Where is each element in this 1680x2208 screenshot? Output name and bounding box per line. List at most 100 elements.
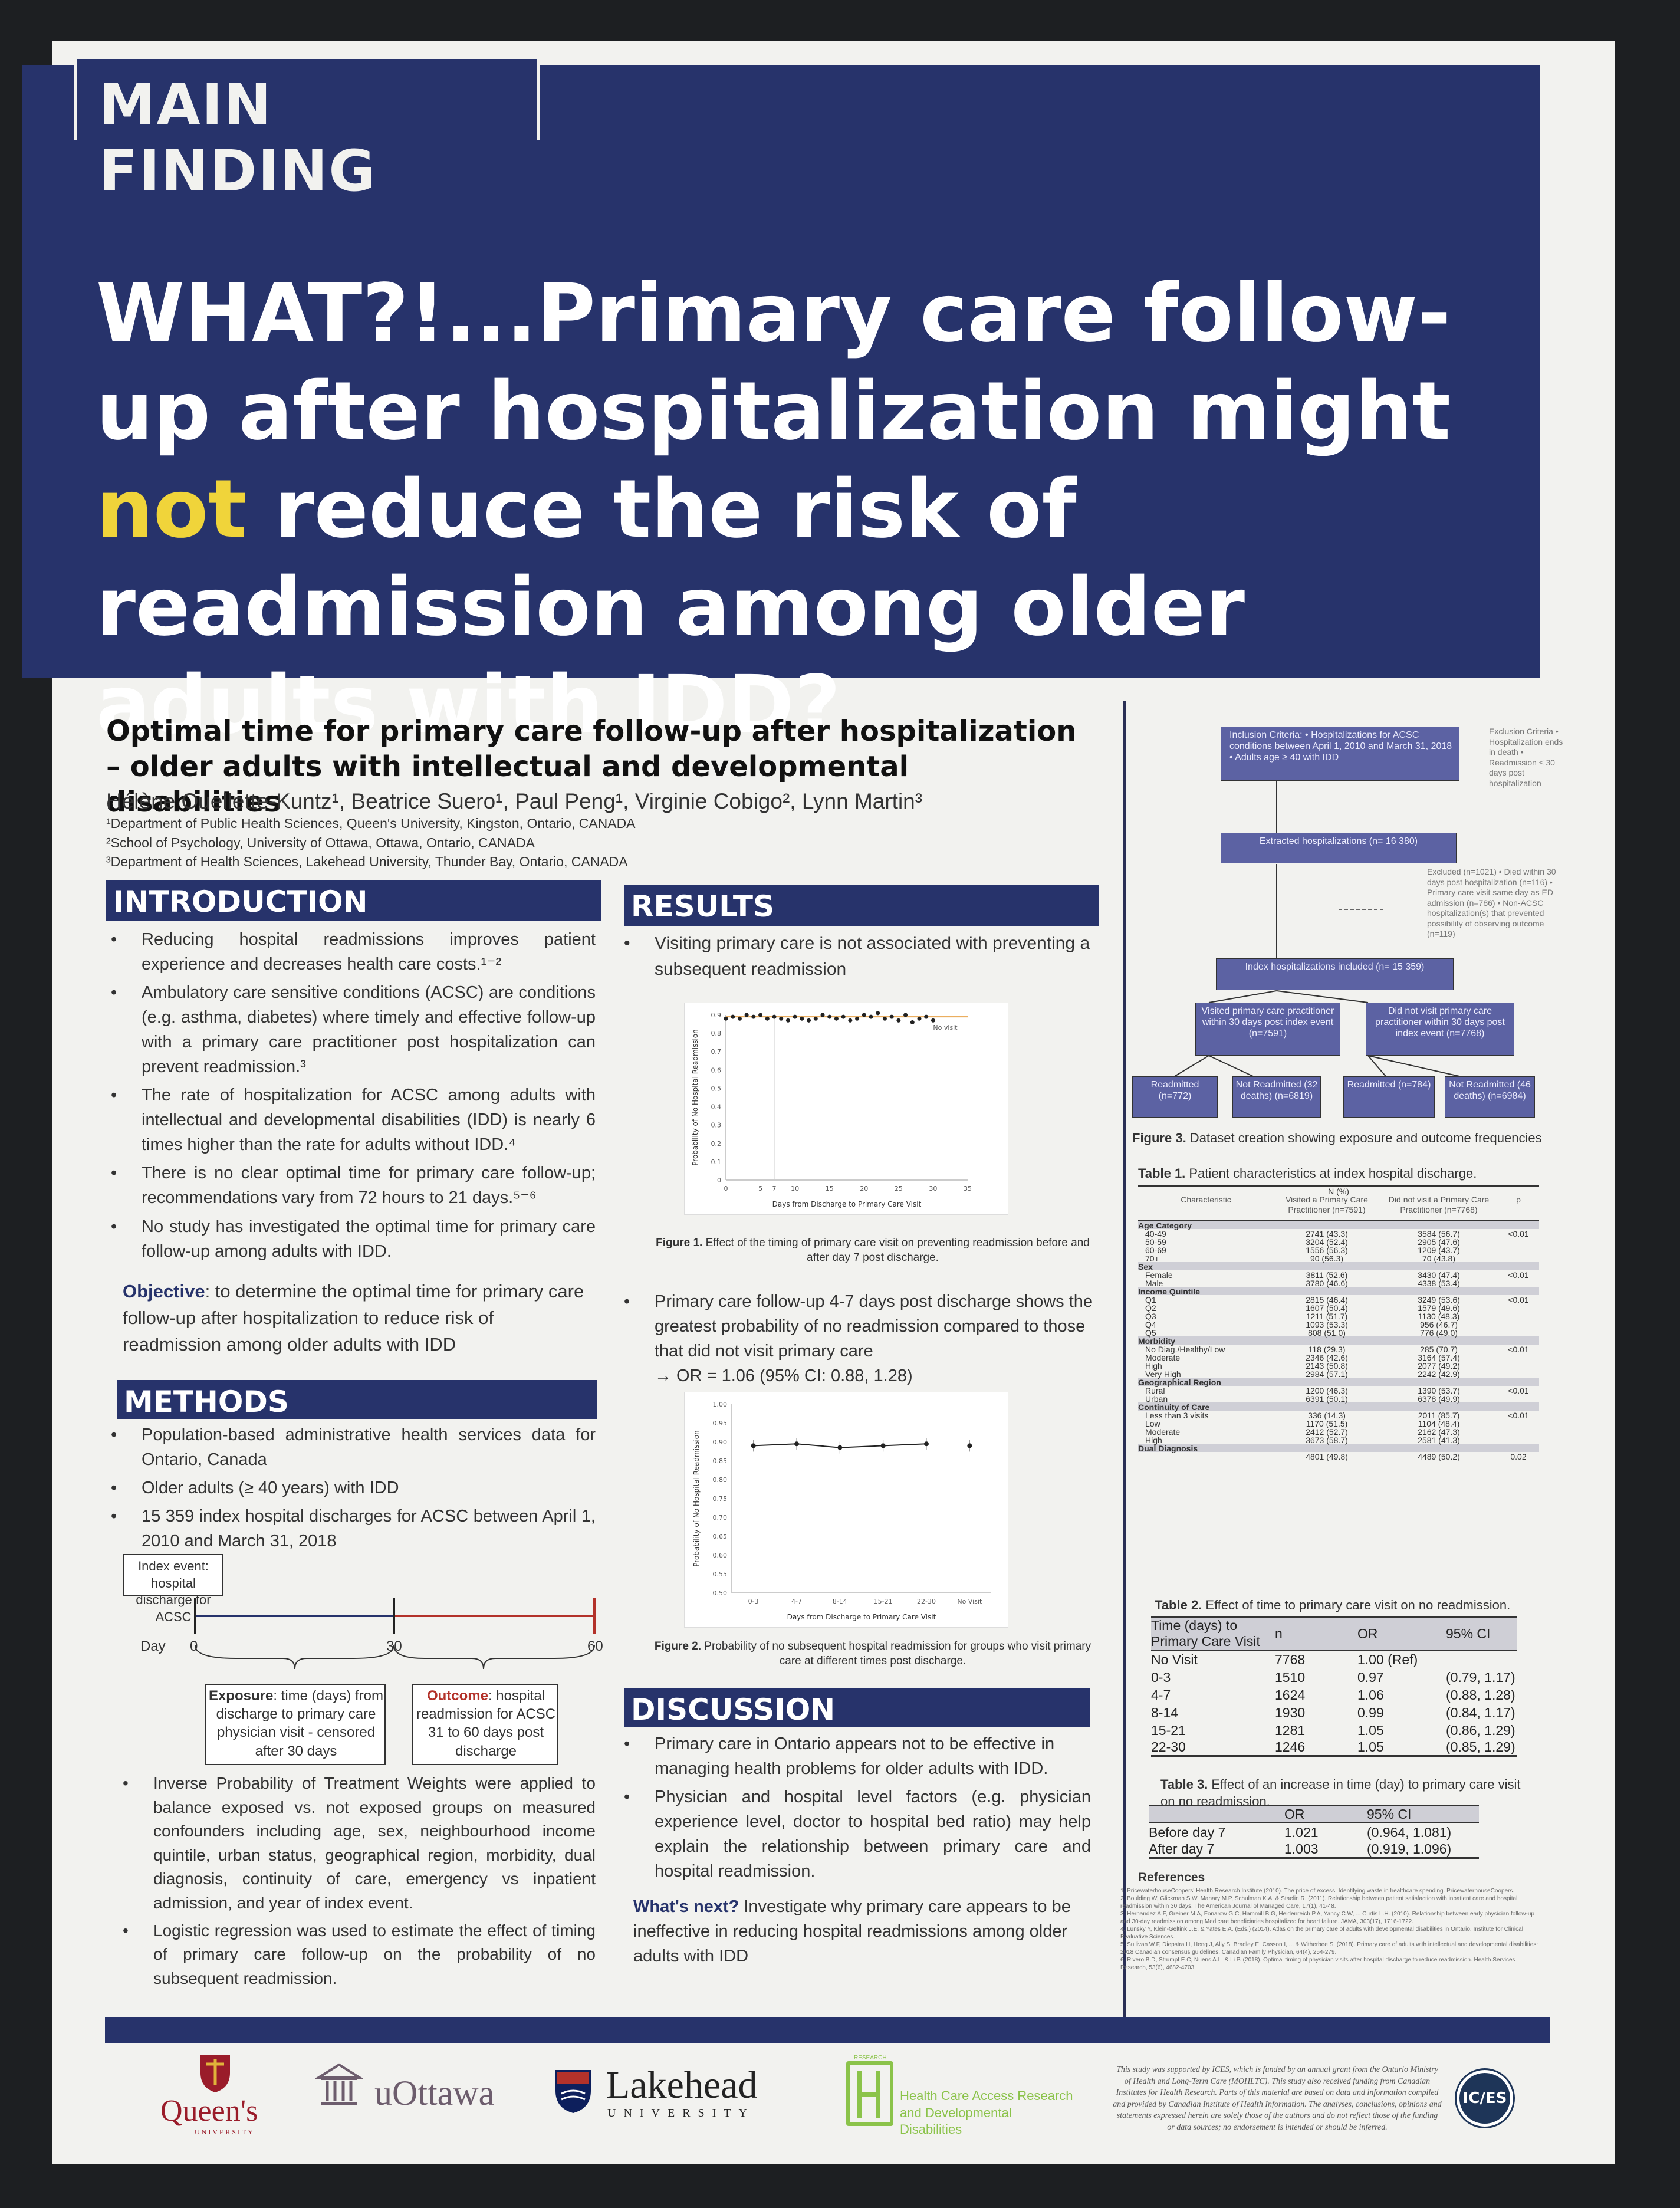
x-tick-label: 22-30 xyxy=(917,1598,936,1605)
y-axis-title: Probability of No Hospital Readmission xyxy=(692,1430,701,1567)
list-item: Logistic regression was used to estimate… xyxy=(118,1919,596,1991)
data-point xyxy=(876,1011,880,1016)
table-row: Less than 3 visits 336 (14.3) 2011 (85.7) <… xyxy=(1138,1411,1539,1420)
table-row: 70+ 90 (56.3) 70 (43.8) xyxy=(1138,1254,1539,1263)
table-1: N (%) Characteristic Visited a Primary C… xyxy=(1138,1185,1539,1461)
table-cell: 1.05 xyxy=(1357,1739,1384,1754)
data-point xyxy=(848,1018,853,1023)
data-point xyxy=(813,1016,818,1021)
data-point xyxy=(834,1016,839,1021)
table-header-cell: 95% CI xyxy=(1446,1625,1491,1641)
data-point xyxy=(917,1016,922,1021)
readmitted-not-visited-box: Readmitted (n=784) xyxy=(1343,1076,1435,1118)
table-row: Low 1170 (51.5) 1104 (48.4) xyxy=(1138,1419,1539,1428)
table-cell: 60-69 xyxy=(1145,1246,1166,1255)
day-axis-label: Day xyxy=(140,1638,166,1654)
table-cell: 1130 (48.3) xyxy=(1418,1312,1460,1321)
main-finding-banner: WHAT?!...Primary care follow-up after ho… xyxy=(22,65,1540,752)
data-point xyxy=(837,1445,843,1450)
hcardd-logo-icon xyxy=(846,2061,893,2126)
table-row: Very High 2984 (57.1) 2242 (42.9) xyxy=(1138,1369,1539,1379)
data-point xyxy=(807,1018,811,1023)
data-point xyxy=(731,1014,735,1019)
table-cell: Low xyxy=(1145,1419,1160,1428)
data-point xyxy=(903,1013,908,1017)
table-cell: 1.00 (Ref) xyxy=(1357,1651,1418,1667)
data-point xyxy=(827,1014,832,1019)
table-cell: No Visit xyxy=(1151,1651,1198,1667)
table-cell: 3811 (52.6) xyxy=(1306,1270,1348,1280)
y-axis-title: Probability of No Hospital Readmission xyxy=(691,1029,699,1166)
x-axis-title: Days from Discharge to Primary Care Visi… xyxy=(772,1200,922,1208)
table-cell: (0.86, 1.29) xyxy=(1446,1722,1515,1738)
table-row: After day 7 1.003 (0.919, 1.096) xyxy=(1149,1841,1479,1859)
list-item: Primary care in Ontario appears not to b… xyxy=(619,1731,1091,1781)
table-1-col-header: Did not visit a Primary Care Practitione… xyxy=(1388,1195,1490,1214)
list-item: Reducing hospital readmissions improves … xyxy=(106,927,596,977)
table-row: Q2 1607 (50.4) 1579 (49.6) xyxy=(1138,1303,1539,1313)
table-1-group-row: Age Category xyxy=(1138,1221,1539,1230)
y-tick-label: 0.4 xyxy=(711,1103,722,1111)
data-point xyxy=(862,1013,866,1017)
data-point xyxy=(967,1443,972,1448)
index-event-label: Index event: hospital discharge for ACSC xyxy=(136,1559,211,1624)
table-cell: 956 (46.7) xyxy=(1420,1320,1458,1329)
table-cell: 2143 (50.8) xyxy=(1306,1361,1348,1371)
day-30-label: 30 xyxy=(386,1638,402,1654)
list-item: Visiting primary care is not associated … xyxy=(619,931,1103,982)
table-1-n-header: N (%) xyxy=(1138,1185,1539,1196)
table-row: 15-21 1281 1.05 (0.86, 1.29) xyxy=(1151,1721,1517,1739)
table-cell: 70+ xyxy=(1145,1254,1159,1263)
introduction-list: Reducing hospital readmissions improves … xyxy=(106,927,596,1267)
day-0-label: 0 xyxy=(190,1638,198,1654)
x-tick-label: 30 xyxy=(929,1185,937,1192)
y-tick-label: 0.8 xyxy=(711,1030,722,1037)
table-cell: 3584 (56.7) xyxy=(1418,1229,1460,1238)
visited-primary-care-box: Visited primary care practitioner within… xyxy=(1195,1003,1340,1056)
list-item: 15 359 index hospital discharges for ACS… xyxy=(106,1504,596,1553)
table-cell: 2741 (43.3) xyxy=(1306,1229,1348,1238)
table-cell: 4489 (50.2) xyxy=(1418,1452,1460,1461)
queens-logo-text: Queen's xyxy=(160,2094,258,2128)
table-cell: 2162 (47.3) xyxy=(1418,1427,1460,1437)
x-tick-label: 4-7 xyxy=(791,1598,802,1605)
y-tick-label: 0.2 xyxy=(711,1140,722,1148)
x-tick-label: 35 xyxy=(964,1185,972,1192)
not-readmitted-not-visited-box: Not Readmitted (46 deaths) (n=6984) xyxy=(1445,1076,1535,1118)
figure-1-chart: 0 0.1 0.2 0.3 0.4 0.5 0.6 0.7 0.8 0.9 0 5 7 10 15 20 25 3… xyxy=(684,1003,1008,1215)
table-row: 60-69 1556 (56.3) 1209 (43.7) xyxy=(1138,1246,1539,1255)
y-tick-label: 0.85 xyxy=(713,1457,728,1465)
table-cell: Moderate xyxy=(1145,1353,1181,1362)
table-row: Rural 1200 (46.3) 1390 (53.7) <0.01 xyxy=(1138,1386,1539,1395)
data-point xyxy=(924,1441,929,1447)
x-tick-label: 8-14 xyxy=(833,1598,847,1605)
y-tick-label: 0.50 xyxy=(713,1589,728,1597)
methods-list: Population-based administrative health s… xyxy=(106,1422,596,1557)
table-row: 8-14 1930 0.99 (0.84, 1.17) xyxy=(1151,1704,1517,1721)
data-point xyxy=(924,1014,929,1019)
data-point xyxy=(794,1441,799,1447)
y-tick-label: 1.00 xyxy=(713,1401,728,1408)
table-cell xyxy=(1498,1419,1539,1427)
table-row: 22-30 1246 1.05 (0.85, 1.29) xyxy=(1151,1739,1517,1757)
table3-header: OR 95% CI xyxy=(1149,1805,1479,1823)
table-cell: 2346 (42.6) xyxy=(1306,1353,1348,1362)
whats-next: What's next? Investigate why primary car… xyxy=(633,1897,1071,1966)
table-cell: 6391 (50.1) xyxy=(1306,1394,1348,1404)
table-2-caption: Table 2. Effect of time to primary care … xyxy=(1155,1598,1511,1612)
x-tick-label: 20 xyxy=(860,1185,868,1192)
table-cell xyxy=(1498,1353,1539,1361)
data-point xyxy=(751,1443,756,1448)
table-cell xyxy=(1498,1279,1539,1287)
discussion-heading: DISCUSSION xyxy=(624,1688,1090,1727)
table-cell: 808 (51.0) xyxy=(1308,1328,1346,1338)
table-cell: 3164 (57.4) xyxy=(1418,1353,1460,1362)
table-cell: <0.01 xyxy=(1508,1270,1529,1280)
x-tick-label: No Visit xyxy=(957,1598,982,1605)
table-cell: 1579 (49.6) xyxy=(1418,1303,1460,1313)
table-row: No Visit 7768 1.00 (Ref) xyxy=(1151,1651,1517,1668)
table-cell: (0.88, 1.28) xyxy=(1446,1687,1515,1703)
table-cell: 1093 (53.3) xyxy=(1306,1320,1348,1329)
table-cell: 1.003 xyxy=(1284,1841,1319,1857)
uottawa-logo-text: uOttawa xyxy=(374,2074,495,2112)
